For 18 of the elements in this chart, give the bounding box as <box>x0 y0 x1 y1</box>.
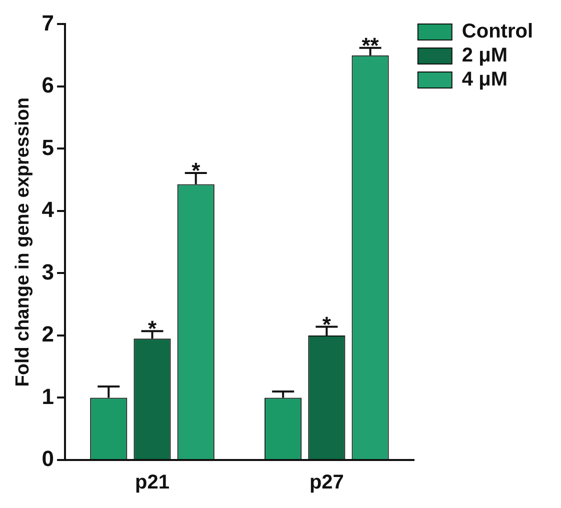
data-label: * <box>322 312 332 337</box>
y-tick-label: 6 <box>42 72 54 98</box>
legend-label: 2 μM <box>462 44 508 67</box>
data-label: * <box>148 316 157 342</box>
y-tick-label: 2 <box>42 322 54 347</box>
y-tick-label: 7 <box>42 10 54 36</box>
data-label: ** <box>362 32 380 58</box>
y-tick-label: 1 <box>42 384 54 409</box>
data-label: * <box>192 158 201 184</box>
x-tick-label: p21 <box>135 472 170 494</box>
legend-label: Control <box>462 20 533 43</box>
y-axis-title: Fold change in gene expression <box>12 97 34 387</box>
y-tick-label: 3 <box>42 259 54 284</box>
x-tick-label: p27 <box>309 472 344 494</box>
y-tick-label: 4 <box>42 197 55 222</box>
legend-label: 4 μM <box>462 68 508 91</box>
y-tick-label: 5 <box>42 134 54 160</box>
y-tick-label: 0 <box>42 446 54 472</box>
